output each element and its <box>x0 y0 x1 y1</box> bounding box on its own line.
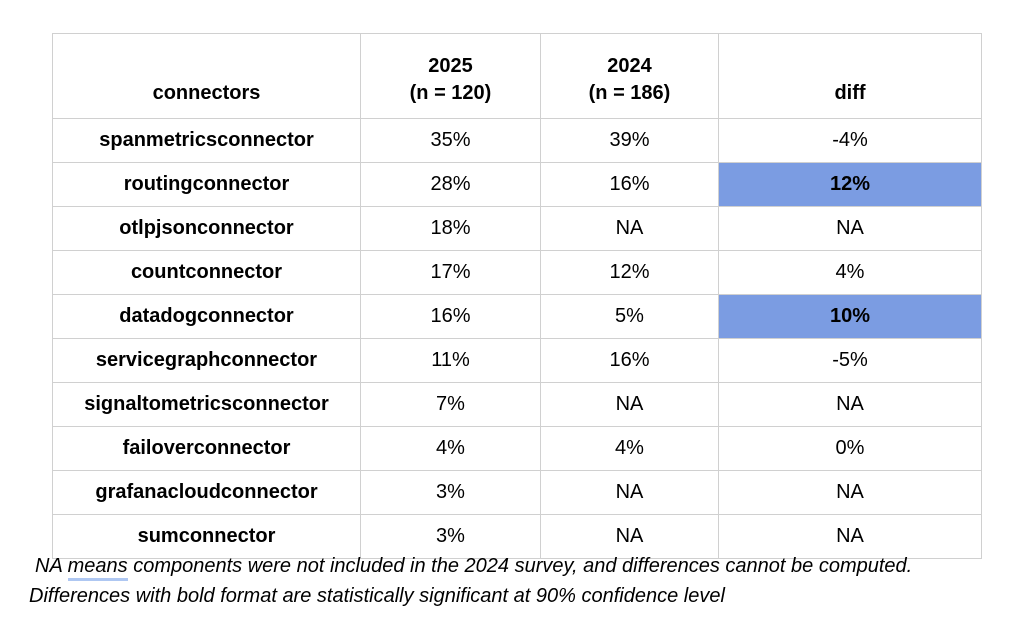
value-diff: -4% <box>718 118 982 163</box>
value-2024: 12% <box>540 250 719 295</box>
header-2024: 2024 (n = 186) <box>540 33 719 119</box>
value-diff: NA <box>718 514 982 559</box>
value-2025: 4% <box>360 426 541 471</box>
table-row: sumconnector 3% NA NA <box>52 514 982 559</box>
header-connectors-label: connectors <box>152 82 261 104</box>
value-2024: NA <box>540 382 719 427</box>
connector-name: grafanacloudconnector <box>52 470 361 515</box>
footnote-underlined-word: means <box>67 555 128 581</box>
table-row: servicegraphconnector 11% 16% -5% <box>52 338 982 383</box>
table-row: countconnector 17% 12% 4% <box>52 250 982 295</box>
header-2024-year: 2024 <box>607 55 652 77</box>
value-diff: NA <box>718 470 982 515</box>
table-row: grafanacloudconnector 3% NA NA <box>52 470 982 515</box>
value-2024: 5% <box>540 294 719 339</box>
value-2024: 16% <box>540 162 719 207</box>
value-diff: NA <box>718 206 982 251</box>
connector-name: failoverconnector <box>52 426 361 471</box>
connector-name: servicegraphconnector <box>52 338 361 383</box>
table-row: datadogconnector 16% 5% 10% <box>52 294 982 339</box>
header-2025: 2025 (n = 120) <box>360 33 541 119</box>
table-body: spanmetricsconnector 35% 39% -4% routing… <box>52 118 982 559</box>
connector-name: signaltometricsconnector <box>52 382 361 427</box>
connector-name: sumconnector <box>52 514 361 559</box>
value-2024: NA <box>540 206 719 251</box>
table-row: otlpjsonconnector 18% NA NA <box>52 206 982 251</box>
value-2024: 39% <box>540 118 719 163</box>
header-diff-label: diff <box>834 82 866 104</box>
connector-name: otlpjsonconnector <box>52 206 361 251</box>
value-2025: 7% <box>360 382 541 427</box>
table-row: spanmetricsconnector 35% 39% -4% <box>52 118 982 163</box>
header-2025-year: 2025 <box>428 55 473 77</box>
value-2025: 18% <box>360 206 541 251</box>
header-2025-n: (n = 120) <box>409 82 492 104</box>
value-2024: 4% <box>540 426 719 471</box>
value-2025: 11% <box>360 338 541 383</box>
header-2024-n: (n = 186) <box>588 82 671 104</box>
footnotes: NA means components were not included in… <box>29 551 994 611</box>
value-2024: NA <box>540 470 719 515</box>
footnote-na: NA means components were not included in… <box>35 551 994 581</box>
value-2025: 35% <box>360 118 541 163</box>
connector-name: routingconnector <box>52 162 361 207</box>
table-row: failoverconnector 4% 4% 0% <box>52 426 982 471</box>
value-diff: 12% <box>718 162 982 207</box>
value-diff: 0% <box>718 426 982 471</box>
connector-name: datadogconnector <box>52 294 361 339</box>
connector-name: countconnector <box>52 250 361 295</box>
header-diff: diff <box>718 33 982 119</box>
value-diff: NA <box>718 382 982 427</box>
header-row: connectors 2025 (n = 120) 2024 (n = 186)… <box>52 33 982 119</box>
connector-name: spanmetricsconnector <box>52 118 361 163</box>
value-diff: 10% <box>718 294 982 339</box>
table-row: routingconnector 28% 16% 12% <box>52 162 982 207</box>
table-row: signaltometricsconnector 7% NA NA <box>52 382 982 427</box>
header-connectors: connectors <box>52 33 361 119</box>
value-2024: NA <box>540 514 719 559</box>
value-diff: -5% <box>718 338 982 383</box>
value-2025: 17% <box>360 250 541 295</box>
value-2025: 16% <box>360 294 541 339</box>
footnote-na-rest: components were not included in the 2024… <box>127 555 913 577</box>
connectors-table: connectors 2025 (n = 120) 2024 (n = 186)… <box>52 33 982 559</box>
value-diff: 4% <box>718 250 982 295</box>
value-2025: 3% <box>360 470 541 515</box>
value-2025: 28% <box>360 162 541 207</box>
value-2024: 16% <box>540 338 719 383</box>
footnote-na-prefix: NA <box>35 555 68 577</box>
footnote-bold: Differences with bold format are statist… <box>29 585 725 607</box>
